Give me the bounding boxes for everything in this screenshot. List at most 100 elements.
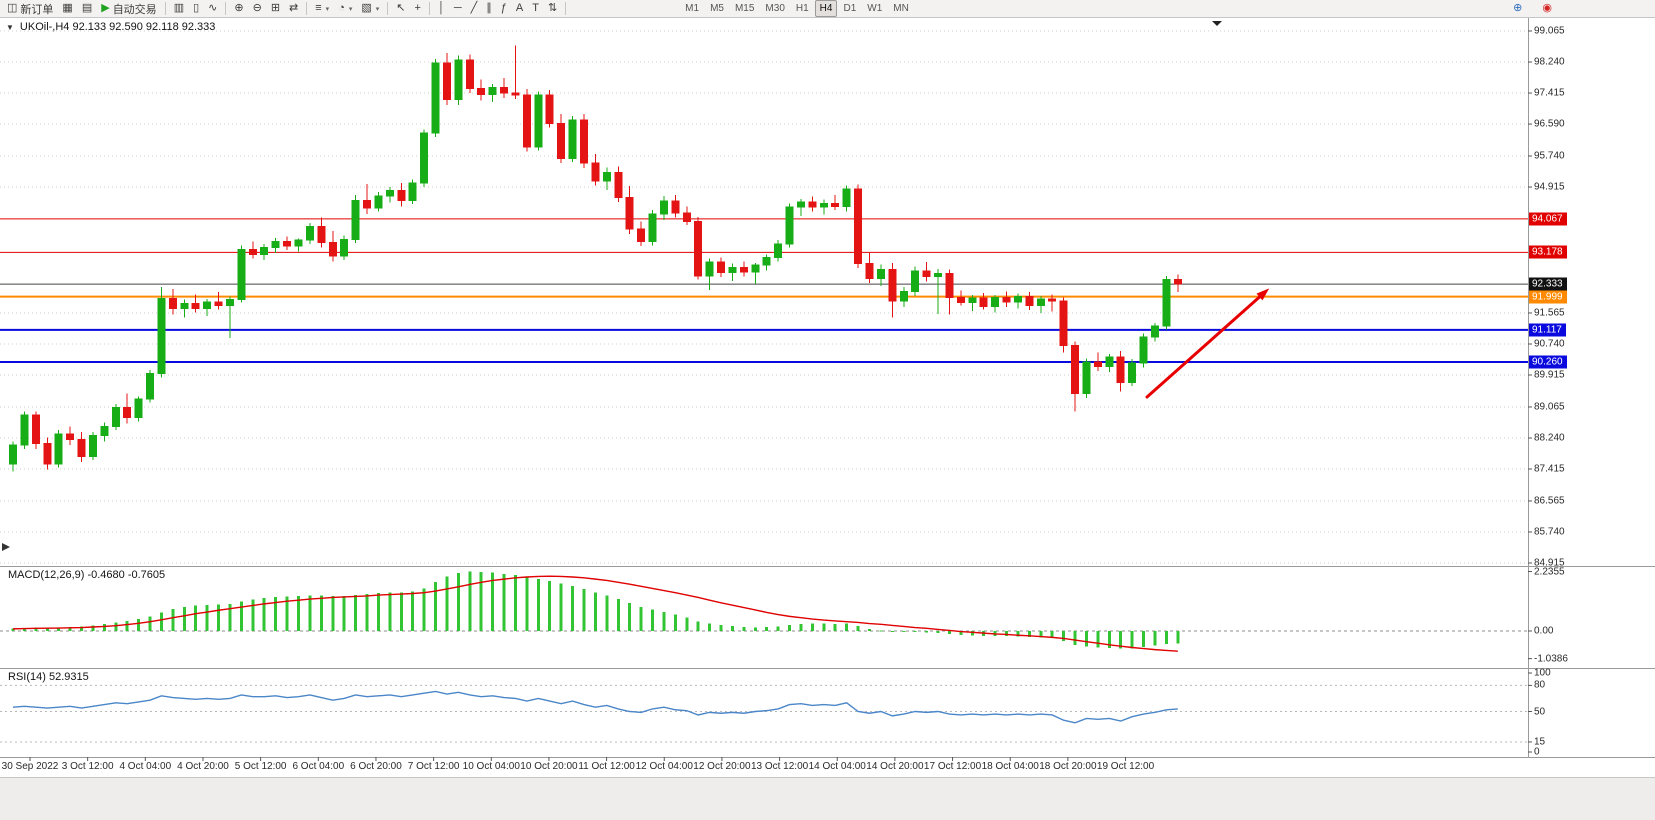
timeframe-m5-button[interactable]: M5 <box>710 3 724 14</box>
horizontal-line-button[interactable]: ─ <box>450 0 466 18</box>
price-badge: 93.178 <box>1529 245 1567 259</box>
candle <box>1048 298 1057 302</box>
time-axis-label[interactable]: 18 Oct 20:00 <box>1039 761 1097 772</box>
macd-bar <box>34 627 38 631</box>
time-axis-label[interactable]: 3 Oct 12:00 <box>61 761 114 772</box>
macd-bar <box>799 624 803 631</box>
time-axis-label[interactable]: 7 Oct 12:00 <box>407 761 460 772</box>
time-axis-label[interactable]: 30 Sep 2022 <box>1 761 59 772</box>
arrows-button[interactable]: ⇅ <box>544 0 561 18</box>
macd-histogram <box>11 571 1180 649</box>
candle <box>705 261 714 277</box>
time-axis-label[interactable]: 14 Oct 04:00 <box>808 761 866 772</box>
timeframe-d1-button[interactable]: D1 <box>843 3 857 14</box>
candle <box>328 241 337 257</box>
text-label-button[interactable]: T <box>528 0 543 18</box>
time-axis-label[interactable]: 14 Oct 20:00 <box>866 761 924 772</box>
chevron-down-icon: ▾ <box>348 5 353 13</box>
candle <box>431 62 440 134</box>
candle <box>522 94 531 148</box>
tile-windows-button[interactable]: ⊞ <box>267 0 284 18</box>
time-axis-label[interactable]: 12 Oct 20:00 <box>693 761 751 772</box>
scroll-to-end-icon[interactable] <box>1212 21 1222 26</box>
candle <box>728 266 737 274</box>
auto-scroll-button[interactable]: ⇄ <box>285 0 302 18</box>
autotrading-button-label: 自动交易 <box>112 3 157 16</box>
price-axis-tick: 95.740 <box>1534 150 1565 162</box>
time-axis-label[interactable]: 12 Oct 04:00 <box>635 761 693 772</box>
time-axis-label[interactable]: 19 Oct 12:00 <box>1096 761 1155 772</box>
trend-arrow[interactable] <box>1145 295 1261 399</box>
candlestick-chart-button[interactable]: ▯ <box>189 0 203 18</box>
time-axis-label[interactable]: 13 Oct 12:00 <box>750 761 809 772</box>
fibonacci-button[interactable]: ƒ <box>497 0 511 18</box>
timeframe-h4-button[interactable]: H4 <box>814 0 838 17</box>
timeframe-m1-button[interactable]: M1 <box>685 3 700 14</box>
candle <box>374 195 383 209</box>
candle <box>659 200 668 215</box>
crosshair-button[interactable]: + <box>411 0 425 18</box>
candle <box>1105 356 1114 368</box>
time-axis-label[interactable]: 10 Oct 20:00 <box>520 761 578 772</box>
timeframe-h1-button[interactable]: H1 <box>795 3 809 14</box>
zoom-in-button[interactable]: ⊕ <box>230 0 247 18</box>
periods-button[interactable]: ◔ ▾ <box>334 0 356 18</box>
indicators-button[interactable]: ≡ ▾ <box>311 0 333 18</box>
trendline-button[interactable]: ╱ <box>467 0 482 18</box>
timeframe-w1-button[interactable]: W1 <box>867 3 883 14</box>
macd-bar <box>217 604 221 631</box>
macd-bar <box>719 625 723 631</box>
price-axis-tick: 98.240 <box>1534 56 1565 68</box>
macd-bar <box>673 614 677 631</box>
text-button[interactable]: A <box>512 0 527 18</box>
periods-icon: ◔ <box>338 2 345 14</box>
candle <box>1036 298 1045 307</box>
macd-bar <box>159 612 163 631</box>
zoom-out-button[interactable]: ⊖ <box>249 0 266 18</box>
candle <box>20 414 29 446</box>
time-axis-label[interactable]: 17 Oct 12:00 <box>923 761 982 772</box>
vertical-line-button[interactable]: │ <box>434 0 449 18</box>
time-axis-label[interactable]: 6 Oct 20:00 <box>350 761 402 772</box>
new-order-button[interactable]: ◫ 新订单 <box>3 0 57 18</box>
community-icon: ◉ <box>1542 2 1552 14</box>
templates-button[interactable]: ▧ ▾ <box>357 0 383 18</box>
macd-bar <box>80 626 84 631</box>
trendline-icon: ╱ <box>470 2 478 14</box>
macd-bar <box>1096 631 1100 648</box>
macd-bar <box>399 592 403 631</box>
candle <box>260 247 269 256</box>
candle <box>888 269 897 302</box>
candle <box>945 272 954 298</box>
time-axis-label[interactable]: 11 Oct 12:00 <box>578 761 635 772</box>
macd-bar <box>1062 631 1066 642</box>
search-button[interactable]: ⊕ <box>1509 0 1526 18</box>
bar-chart-button[interactable]: ▥ <box>170 0 188 18</box>
community-button[interactable]: ◉ <box>1538 0 1556 18</box>
candle <box>819 202 828 208</box>
timeframe-m30-button[interactable]: M30 <box>765 3 785 14</box>
time-axis-label[interactable]: 18 Oct 04:00 <box>981 761 1039 772</box>
chart-title: UKOil-,H4 92.133 92.590 92.118 92.333 <box>19 21 216 33</box>
zoom-in-icon: ⊕ <box>234 2 244 14</box>
candle <box>157 298 166 375</box>
time-axis-label[interactable]: 10 Oct 04:00 <box>462 761 520 772</box>
macd-bar <box>513 575 517 631</box>
macd-bar <box>1107 631 1111 648</box>
time-axis-label[interactable]: 5 Oct 12:00 <box>234 761 287 772</box>
price-axis-tick: 86.565 <box>1534 495 1565 507</box>
symbol-dropdown-icon[interactable]: ▼ <box>6 22 14 32</box>
time-axis-label[interactable]: 4 Oct 20:00 <box>177 761 229 772</box>
chart-window-button[interactable]: ▦ <box>58 0 76 18</box>
cursor-button[interactable]: ↖ <box>392 0 409 18</box>
channel-button[interactable]: ∥ <box>482 0 496 18</box>
line-chart-button[interactable]: ∿ <box>204 0 221 18</box>
time-axis-label[interactable]: 4 Oct 04:00 <box>119 761 172 772</box>
timeframe-m15-button[interactable]: M15 <box>734 3 755 14</box>
time-axis-label[interactable]: 6 Oct 04:00 <box>292 761 345 772</box>
profile-button[interactable]: ▤ <box>78 0 96 18</box>
candle <box>614 172 623 198</box>
timeframe-mn-button[interactable]: MN <box>893 3 909 14</box>
rsi-axis-tick: 15 <box>1534 736 1546 748</box>
autotrading-button[interactable]: ▶ 自动交易 <box>97 0 160 18</box>
